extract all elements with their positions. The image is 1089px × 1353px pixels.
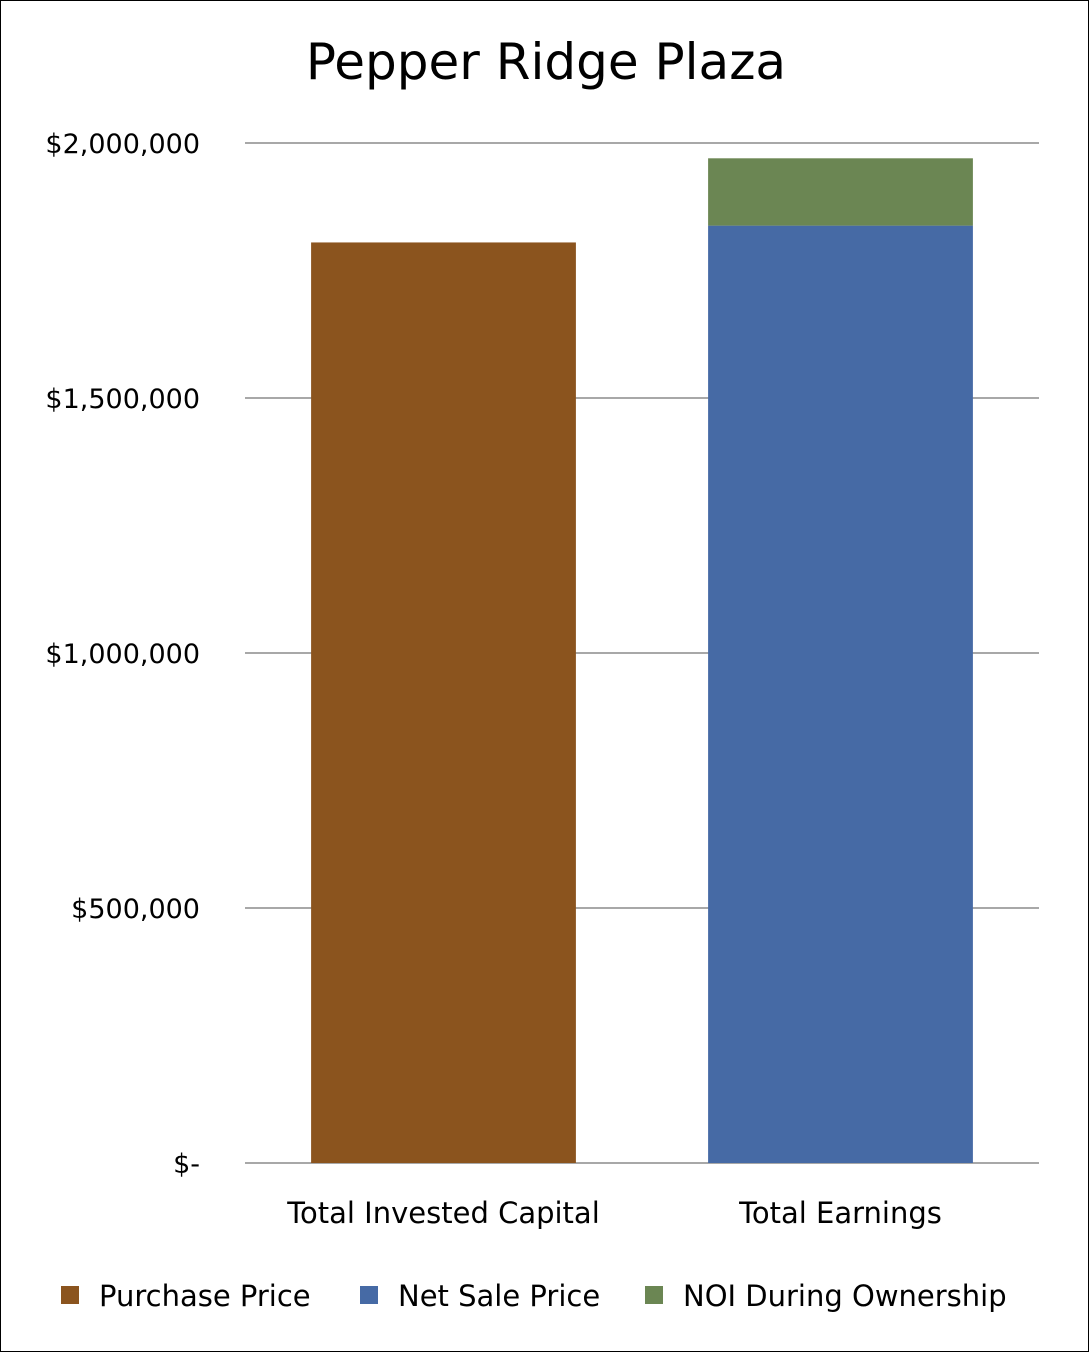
legend-label: NOI During Ownership — [683, 1279, 1007, 1313]
legend-swatch — [645, 1286, 663, 1304]
bars — [311, 158, 973, 1163]
bar-net-sale-price-1 — [708, 225, 973, 1163]
x-axis-labels: Total Invested Capital Total Earnings — [286, 1196, 942, 1230]
y-tick-label: $500,000 — [71, 894, 200, 925]
x-category-label: Total Earnings — [738, 1196, 942, 1230]
chart-title: Pepper Ridge Plaza — [306, 33, 786, 91]
y-tick-label: $1,500,000 — [45, 384, 200, 415]
bar-noi-during-ownership-1 — [708, 158, 973, 226]
y-tick-label: $1,000,000 — [45, 639, 200, 670]
legend-swatch — [61, 1286, 79, 1304]
y-tick-label: $- — [173, 1149, 200, 1180]
legend: Purchase Price Net Sale Price NOI During O… — [61, 1279, 1007, 1313]
legend-label: Net Sale Price — [398, 1279, 600, 1313]
y-tick-label: $2,000,000 — [45, 129, 200, 160]
bar-purchase-price-0 — [311, 242, 576, 1163]
y-axis-ticks: $- $500,000 $1,000,000 $1,500,000 $2,000,000 — [45, 129, 200, 1180]
x-category-label: Total Invested Capital — [286, 1196, 600, 1230]
legend-swatch — [360, 1286, 378, 1304]
legend-label: Purchase Price — [99, 1279, 311, 1313]
